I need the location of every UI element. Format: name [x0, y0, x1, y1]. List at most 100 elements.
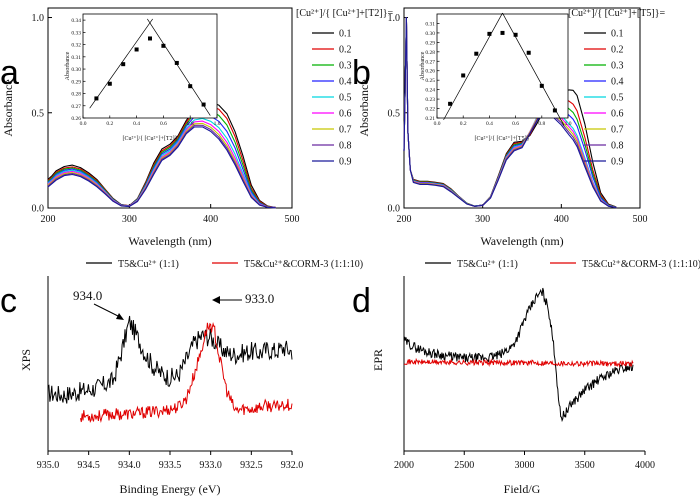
panel-c-annotation-933: 933.0: [245, 291, 274, 306]
b-inset-y-tick-label: 0.31: [425, 21, 435, 27]
a-inset-point: [174, 60, 179, 65]
b-inset-point: [487, 31, 492, 36]
a-inset-x-tick-label: 0.4: [133, 121, 140, 127]
a-series-0.6: [47, 120, 276, 209]
b-inset-point: [539, 83, 544, 88]
panel-a-x-ticks: 200 300 400 500: [41, 204, 300, 225]
b-inset-y-tick-label: 0.23: [425, 97, 435, 103]
panel-c-x-ticks: 935.0 934.5 934.0 933.5 933.0 932.5 932.0: [37, 451, 304, 471]
panel-a-legend: 0.1 0.2 0.3 0.4 0.5 0.6 0.7 0.8 0.9: [312, 29, 352, 168]
d-x-tick-label: 2500: [454, 460, 474, 471]
b-x-tick-label: 200: [397, 214, 412, 225]
d-x-tick-label: 4000: [635, 460, 655, 471]
c-x-tick-label: 934.0: [118, 460, 141, 471]
panel-c-annotation-934: 934.0: [73, 288, 102, 303]
a-legend-label: 0.5: [339, 93, 352, 104]
a-inset-y-tick-label: 0.32: [71, 43, 81, 49]
b-inset-x-tick-label: 0.2: [460, 121, 467, 127]
panel-c-series: [47, 315, 293, 424]
b-inset-x-tick-label: 1.0: [565, 121, 572, 127]
panel-b-plot-frame: [403, 7, 641, 209]
b-legend-label: 0.9: [611, 157, 624, 168]
panel-b-legend: 0.1 0.2 0.3 0.4 0.5 0.6 0.7 0.8 0.9: [584, 29, 624, 168]
a-series-0.4: [47, 113, 276, 209]
panel-d-x-ticks: 2000 2500 3000 3500 4000: [394, 451, 655, 471]
a-y-tick-label: 0.0: [32, 204, 45, 215]
panel-b-series: [403, 16, 617, 209]
b-inset-x-tick-label: 0.6: [512, 121, 519, 127]
panel-d-series: [403, 287, 634, 423]
a-legend-label: 0.8: [339, 141, 352, 152]
panel-b-inset-ylabel: Absorbance: [420, 51, 426, 80]
b-series-0.9: [403, 16, 617, 209]
b-y-tick-label: 0.5: [388, 108, 401, 119]
a-series-0.3: [47, 109, 276, 209]
b-inset-point: [552, 108, 557, 113]
b-x-tick-label: 400: [554, 214, 569, 225]
b-inset-y-tick-label: 0.24: [425, 88, 435, 94]
a-inset-point: [161, 43, 166, 48]
b-legend-label: 0.5: [611, 93, 624, 104]
a-legend-label: 0.4: [339, 77, 352, 88]
a-x-tick-label: 300: [122, 214, 137, 225]
c-x-tick-label: 932.0: [281, 460, 304, 471]
a-x-tick-label: 500: [285, 214, 300, 225]
panel-a: a 200 300 400 500 0.0 0.5 1.0 Wavelength (nm)…: [0, 7, 393, 248]
b-inset-y-tick-label: 0.26: [425, 69, 435, 75]
b-legend-label: 0.1: [611, 29, 624, 40]
panel-c-xlabel: Binding Energy (eV): [119, 482, 220, 496]
b-inset-y-tick-label: 0.25: [425, 78, 435, 84]
panel-b-legend-title: [Cu²⁺]/{ [Cu²⁺]+[T5]}=: [568, 8, 665, 19]
b-y-tick-label: 1.0: [388, 13, 401, 24]
b-legend-label: 0.8: [611, 141, 624, 152]
b-inset-point: [500, 30, 505, 35]
a-series-0.5: [47, 117, 276, 209]
b-inset-y-tick-label: 0.22: [425, 107, 435, 113]
panel-a-inset-fit-lines: [89, 18, 211, 116]
a-inset-y-tick-label: 0.26: [71, 116, 81, 122]
a-inset-y-tick-label: 0.31: [71, 55, 81, 61]
panel-d-legend-label-1: T5&Cu²⁺ (1:1): [457, 259, 518, 270]
panel-b-inset-x-ticks: 0.0 0.2 0.4 0.6 0.8 1.0: [434, 115, 572, 127]
a-inset-x-tick-label: 0.8: [187, 121, 194, 127]
a-inset-x-tick-label: 0.6: [160, 121, 167, 127]
b-inset-y-tick-label: 0.21: [425, 116, 435, 122]
b-legend-label: 0.3: [611, 61, 624, 72]
panel-a-inset-points: [94, 36, 206, 107]
panel-c-annotation-arrow-934: [93, 303, 123, 319]
a-series-0.2: [47, 105, 276, 208]
a-inset-x-tick-label: 1.0: [214, 121, 221, 127]
a-inset-y-tick-label: 0.27: [71, 104, 81, 110]
c-x-tick-label: 934.5: [77, 460, 100, 471]
panel-b: b 200 300 400 500 0.0 0.5 1.0 Wavelength (nm)…: [352, 7, 665, 248]
b-inset-point: [513, 32, 518, 37]
a-inset-point: [134, 47, 139, 52]
panel-d-xlabel: Field/G: [504, 482, 541, 496]
panel-b-inset-frame: [436, 13, 569, 119]
panel-b-xlabel: Wavelength (nm): [480, 234, 563, 248]
panel-letter-b: b: [352, 54, 371, 92]
panel-d-legend-label-2: T5&Cu²⁺&CORM-3 (1:1:10): [582, 259, 700, 270]
panel-a-inset-x-ticks: 0.0 0.2 0.4 0.6 0.8 1.0: [80, 115, 221, 127]
panel-c-annotation-arrowhead-933: [212, 296, 220, 304]
d-x-tick-label: 3500: [575, 460, 595, 471]
panel-b-inset-xlabel: [Cu²⁺]/{ [Cu²⁺]+[T5]}: [475, 135, 530, 142]
b-inset-point: [448, 101, 453, 106]
panel-a-series: [47, 101, 276, 209]
panel-a-inset-xlabel: [Cu²⁺]/{ [Cu²⁺]+[T2]}: [123, 135, 178, 142]
b-x-tick-label: 300: [475, 214, 490, 225]
b-inset-y-tick-label: 0.28: [425, 50, 435, 56]
b-inset-y-tick-label: 0.29: [425, 40, 435, 46]
d-x-tick-label: 3000: [515, 460, 535, 471]
a-inset-y-tick-label: 0.30: [71, 67, 81, 73]
c-x-tick-label: 933.5: [159, 460, 182, 471]
panel-d-ylabel: EPR: [371, 349, 385, 371]
a-inset-y-tick-label: 0.33: [71, 30, 81, 36]
a-inset-point: [94, 96, 99, 101]
b-inset-x-tick-label: 0.8: [538, 121, 545, 127]
a-inset-y-tick-label: 0.29: [71, 79, 81, 85]
b-legend-label: 0.2: [611, 45, 624, 56]
a-legend-label: 0.2: [339, 45, 352, 56]
a-legend-label: 0.1: [339, 29, 352, 40]
